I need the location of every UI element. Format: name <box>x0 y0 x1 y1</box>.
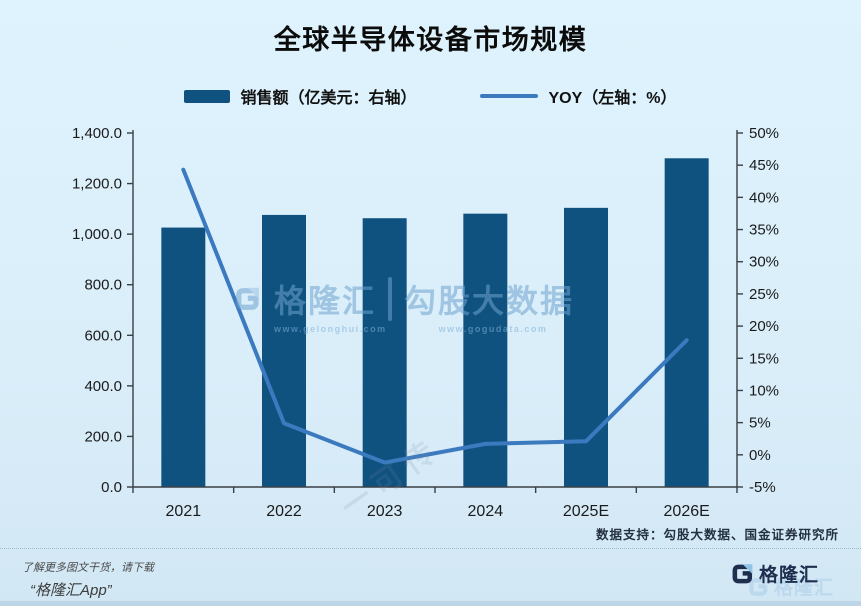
x-axis-label: 2022 <box>266 503 302 520</box>
line-series-swatch <box>480 94 539 98</box>
brand-label: 格隆汇 <box>759 565 820 586</box>
bar-2023 <box>362 218 407 487</box>
right-axis-tick: 30% <box>749 254 779 271</box>
brand-echo-label: 格隆汇 <box>774 578 835 599</box>
gelonghui-logo-icon <box>732 563 753 583</box>
right-axis-tick: -5% <box>749 479 776 496</box>
chart-title: 全球半导体设备市场规模 <box>273 25 588 55</box>
left-axis-tick: 1,200.0 <box>72 176 122 193</box>
legend-yoy-label: YOY（左轴：%） <box>548 90 677 107</box>
bar-2022 <box>262 214 306 487</box>
bar-series-swatch <box>184 89 231 103</box>
promo-block: 了解更多图文干货，请下载 “格隆汇App” <box>22 559 154 600</box>
x-axis-label: 2026E <box>664 503 710 520</box>
x-axis-label: 2021 <box>166 503 202 520</box>
legend-item-yoy: YOY（左轴：%） <box>480 84 677 108</box>
legend-item-sales: 销售额（亿美元：右轴） <box>184 84 416 108</box>
combo-chart: 1,400.0 1,200.0 1,000.0 800.0 600.0 400.0 200.… <box>72 125 779 520</box>
left-axis-tick: 0.0 <box>101 479 122 496</box>
left-axis-tick: 1,400.0 <box>72 125 122 142</box>
right-axis-tick: 50% <box>749 125 779 142</box>
right-axis-tick: 40% <box>749 189 779 206</box>
right-axis-tick: 20% <box>749 318 779 335</box>
bar-2025E <box>564 207 608 487</box>
left-axis-tick: 200.0 <box>84 428 122 445</box>
left-axis-tick: 1,000.0 <box>72 226 122 243</box>
promo-app-name: “格隆汇App” <box>30 582 112 599</box>
bar-2024 <box>463 213 508 487</box>
right-axis-tick: 45% <box>749 157 779 174</box>
x-axis-label: 2023 <box>367 503 403 520</box>
left-axis-tick: 400.0 <box>84 378 122 395</box>
data-support-note: 数据支持：勾股大数据、国金证券研究所 <box>595 528 839 542</box>
legend-sales-label: 销售额（亿美元：右轴） <box>240 90 417 107</box>
bar-2026E <box>664 158 709 487</box>
gelonghui-logo-icon-echo <box>749 577 768 596</box>
x-axis-label: 2024 <box>468 503 504 520</box>
promo-text: 了解更多图文干货，请下载 <box>22 562 154 574</box>
footer-divider <box>0 548 861 549</box>
chart-legend: 销售额（亿美元：右轴） YOY（左轴：%） <box>0 84 861 108</box>
right-axis-tick: 35% <box>749 222 779 239</box>
right-axis-tick: 0% <box>749 447 771 464</box>
right-axis-tick: 10% <box>749 382 779 399</box>
right-axis-tick: 5% <box>749 415 771 432</box>
left-axis-tick: 800.0 <box>84 277 122 294</box>
brand-logo-block: 格隆汇 格隆汇 <box>729 560 849 602</box>
yoy-line <box>181 167 689 465</box>
right-axis-tick: 25% <box>749 286 779 303</box>
right-axis-tick: 15% <box>749 350 779 367</box>
left-axis-tick: 600.0 <box>84 327 122 344</box>
bottom-edge-strip <box>0 601 861 606</box>
bar-2021 <box>161 227 206 487</box>
brand-logo-echo: 格隆汇 <box>746 573 834 600</box>
x-axis-label: 2025E <box>563 503 609 520</box>
